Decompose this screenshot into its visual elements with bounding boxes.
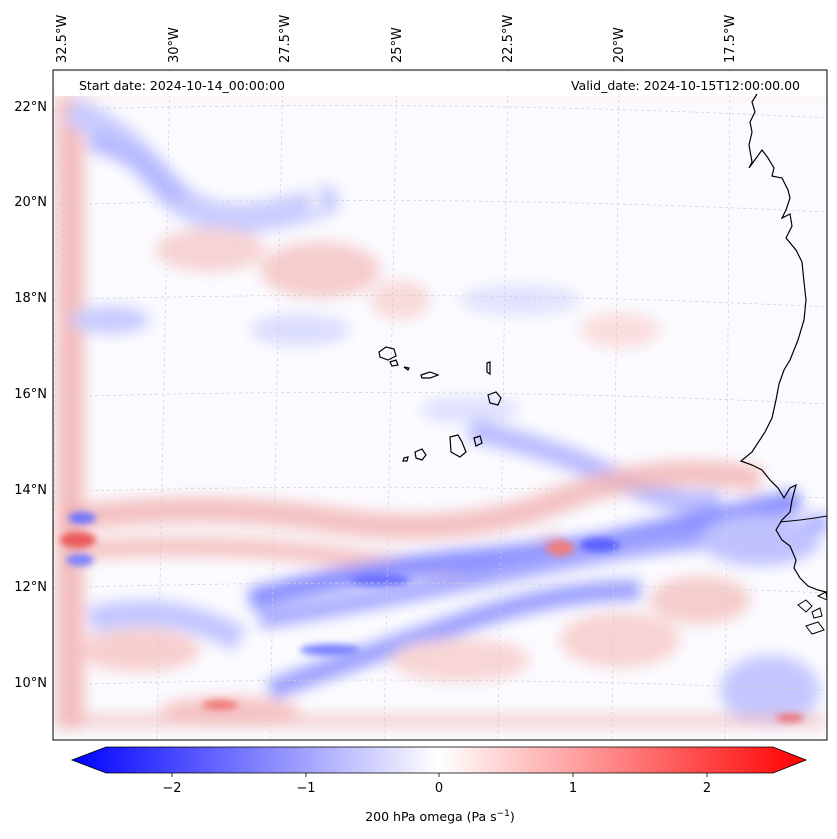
colorbar-tick-label: 1 <box>569 781 577 796</box>
lat-label: 10°N <box>14 676 47 691</box>
lat-label: 22°N <box>14 100 47 115</box>
lon-labels: 32.5°W 30°W 27.5°W 25°W 22.5°W 20°W 17.5… <box>55 15 738 63</box>
colorbar-tick-label: −1 <box>296 781 315 796</box>
colorbar-bar <box>70 746 808 774</box>
colorbar-label-main: 200 hPa omega (Pa s <box>365 809 496 824</box>
colorbar-tick-label: −2 <box>162 781 181 796</box>
map-panel: Start date: 2024-10-14_00:00:00 Valid_da… <box>53 70 827 740</box>
lat-label: 18°N <box>14 291 47 306</box>
colorbar-tick-label: 2 <box>703 781 711 796</box>
lon-label: 32.5°W <box>55 15 70 63</box>
lon-label: 30°W <box>167 27 182 63</box>
colorbar-label-exp: −1 <box>497 809 510 819</box>
lat-label: 20°N <box>14 195 47 210</box>
cape-verde-islands <box>378 346 502 462</box>
lat-labels: 22°N 20°N 18°N 16°N 14°N 12°N 10°N <box>14 100 47 691</box>
africa-coastline <box>739 93 827 593</box>
start-date-label: Start date: 2024-10-14_00:00:00 <box>79 78 285 93</box>
valid-date-label: Valid_date: 2024-10-15T12:00:00.00 <box>571 78 800 93</box>
lon-label: 22.5°W <box>501 15 516 63</box>
colorbar-ticks <box>171 773 708 777</box>
lon-label: 25°W <box>390 27 405 63</box>
lat-label: 12°N <box>14 580 47 595</box>
lon-label: 27.5°W <box>278 15 293 63</box>
colorbar: −2 −1 0 1 2 200 hPa omega (Pa s−1) <box>70 746 808 824</box>
colorbar-label: 200 hPa omega (Pa s−1) <box>365 809 515 824</box>
lat-label: 14°N <box>14 483 47 498</box>
map-frame <box>52 69 828 741</box>
bijagos-islands <box>797 591 827 635</box>
colorbar-tick-label: 0 <box>435 781 443 796</box>
lon-label: 20°W <box>612 27 627 63</box>
lat-label: 16°N <box>14 387 47 402</box>
lon-label: 17.5°W <box>723 15 738 63</box>
gambia-river <box>779 515 827 523</box>
graticule <box>53 70 827 740</box>
colorbar-label-close: ) <box>510 809 515 824</box>
